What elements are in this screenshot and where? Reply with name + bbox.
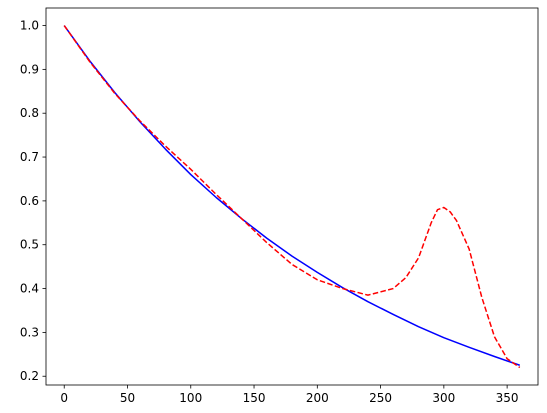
x-tick-label: 0 xyxy=(60,391,68,405)
y-tick-label: 1.0 xyxy=(20,19,39,33)
plot-frame xyxy=(45,7,539,386)
y-axis-ticks: 0.2 0.3 0.4 0.5 0.6 0.7 0.8 0.9 1.0 xyxy=(20,19,46,383)
y-tick-label: 0.3 xyxy=(20,325,39,339)
x-tick-label: 300 xyxy=(432,391,455,405)
x-tick-label: 350 xyxy=(496,391,519,405)
y-tick-label: 0.2 xyxy=(20,369,39,383)
y-tick-label: 0.7 xyxy=(20,150,39,164)
y-tick-label: 0.5 xyxy=(20,238,39,252)
y-tick-label: 0.9 xyxy=(20,62,39,76)
y-tick-label: 0.4 xyxy=(20,282,39,296)
series-line-2 xyxy=(63,25,521,369)
plot-lines xyxy=(63,25,521,369)
y-tick-label: 0.8 xyxy=(20,106,39,120)
x-tick-label: 250 xyxy=(369,391,392,405)
x-tick-label: 100 xyxy=(179,391,202,405)
x-tick-label: 200 xyxy=(306,391,329,405)
y-tick-label: 0.6 xyxy=(20,194,39,208)
series-line-1 xyxy=(63,25,521,366)
x-tick-label: 150 xyxy=(243,391,266,405)
x-axis-ticks: 0 50 100 150 200 250 300 350 xyxy=(60,385,519,405)
x-tick-label: 50 xyxy=(120,391,135,405)
